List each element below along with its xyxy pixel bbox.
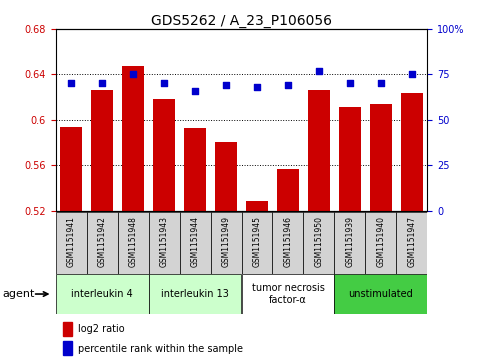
Bar xyxy=(397,212,427,274)
Bar xyxy=(149,274,242,314)
Bar xyxy=(149,212,180,274)
Point xyxy=(191,88,199,94)
Bar xyxy=(211,212,242,274)
Text: GSM1151945: GSM1151945 xyxy=(253,216,261,268)
Bar xyxy=(153,99,175,211)
Text: GSM1151950: GSM1151950 xyxy=(314,216,324,268)
Text: interleukin 4: interleukin 4 xyxy=(71,289,133,299)
Text: GSM1151946: GSM1151946 xyxy=(284,216,293,268)
Text: GSM1151944: GSM1151944 xyxy=(190,216,199,268)
Bar xyxy=(184,128,206,211)
Text: GSM1151942: GSM1151942 xyxy=(98,217,107,268)
Point xyxy=(67,81,75,86)
Text: GSM1151947: GSM1151947 xyxy=(408,216,416,268)
Bar xyxy=(242,274,334,314)
Bar xyxy=(56,274,149,314)
Text: GSM1151941: GSM1151941 xyxy=(67,217,75,268)
Bar xyxy=(63,341,72,355)
Bar xyxy=(334,274,427,314)
Bar xyxy=(60,127,82,211)
Bar xyxy=(56,212,86,274)
Text: GSM1151948: GSM1151948 xyxy=(128,217,138,268)
Bar xyxy=(117,212,149,274)
Bar xyxy=(334,212,366,274)
Bar xyxy=(308,90,330,211)
Bar xyxy=(242,212,272,274)
Bar xyxy=(63,322,72,336)
Text: log2 ratio: log2 ratio xyxy=(78,325,125,334)
Bar xyxy=(180,212,211,274)
Text: GSM1151940: GSM1151940 xyxy=(376,216,385,268)
Bar xyxy=(122,66,144,211)
Point xyxy=(284,82,292,88)
Text: GSM1151943: GSM1151943 xyxy=(159,216,169,268)
Text: GSM1151939: GSM1151939 xyxy=(345,216,355,268)
Point xyxy=(346,81,354,86)
Point xyxy=(98,81,106,86)
Bar xyxy=(277,168,299,211)
Bar xyxy=(91,90,113,211)
Bar xyxy=(339,107,361,211)
Bar xyxy=(272,212,303,274)
Bar xyxy=(370,104,392,211)
Bar xyxy=(401,93,423,211)
Text: GSM1151949: GSM1151949 xyxy=(222,216,230,268)
Point xyxy=(129,72,137,77)
Text: unstimulated: unstimulated xyxy=(349,289,413,299)
Bar xyxy=(303,212,334,274)
Text: agent: agent xyxy=(2,289,35,299)
Title: GDS5262 / A_23_P106056: GDS5262 / A_23_P106056 xyxy=(151,14,332,28)
Point xyxy=(315,68,323,74)
Point xyxy=(160,81,168,86)
Text: percentile rank within the sample: percentile rank within the sample xyxy=(78,344,243,354)
Text: interleukin 13: interleukin 13 xyxy=(161,289,229,299)
Point xyxy=(222,82,230,88)
Point xyxy=(408,72,416,77)
Bar xyxy=(366,212,397,274)
Bar xyxy=(246,201,268,211)
Point xyxy=(377,81,385,86)
Point xyxy=(253,84,261,90)
Bar xyxy=(215,142,237,211)
Text: tumor necrosis
factor-α: tumor necrosis factor-α xyxy=(252,283,325,305)
Bar xyxy=(86,212,117,274)
